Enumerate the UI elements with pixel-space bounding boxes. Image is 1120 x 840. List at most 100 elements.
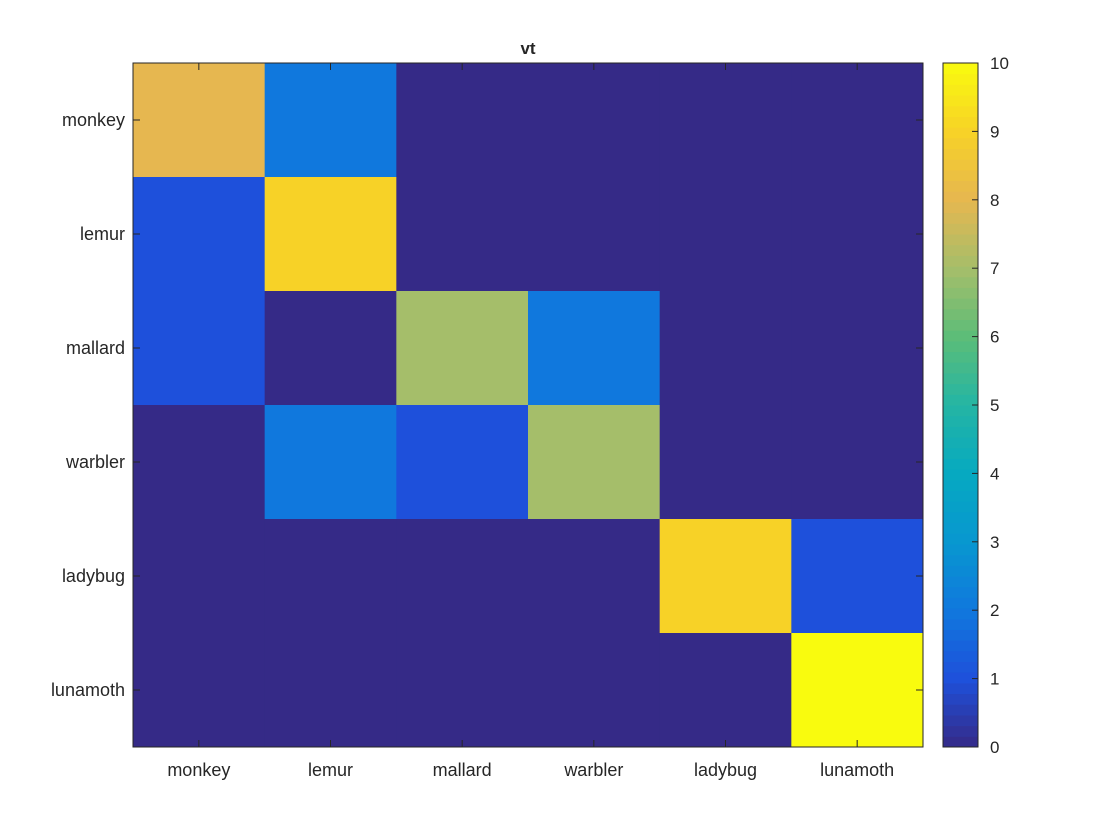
x-tick-label-ladybug: ladybug — [694, 760, 757, 780]
colorbar-band — [943, 223, 978, 235]
colorbar-tick-label-6: 6 — [990, 328, 999, 347]
heatmap-cell-mallard-monkey — [133, 291, 266, 406]
colorbar-band — [943, 565, 978, 577]
heatmap-cell-lemur-lunamoth — [791, 177, 924, 292]
colorbar-band — [943, 479, 978, 491]
colorbar-tick-label-5: 5 — [990, 396, 999, 415]
heatmap-cell-mallard-warbler — [528, 291, 661, 406]
colorbar-band — [943, 693, 978, 705]
colorbar-tick-label-7: 7 — [990, 259, 999, 278]
colorbar-band — [943, 458, 978, 470]
colorbar-band — [943, 137, 978, 149]
colorbar-band — [943, 640, 978, 652]
y-tick-label-lemur: lemur — [80, 224, 125, 244]
colorbar-band — [943, 127, 978, 139]
colorbar-band — [943, 201, 978, 214]
colorbar-tick-label-2: 2 — [990, 601, 999, 620]
y-tick-labels: monkey lemur mallard warbler ladybug lunamoth — [51, 110, 125, 700]
heatmap-cell-lunamoth-warbler — [528, 633, 661, 748]
heatmap-cell-lunamoth-mallard — [396, 633, 529, 748]
heatmap-cell-warbler-warbler — [528, 405, 661, 520]
colorbar-band — [943, 415, 978, 427]
colorbar-band — [943, 244, 978, 256]
colorbar-band — [943, 148, 978, 160]
colorbar-band — [943, 469, 978, 481]
y-tick-label-monkey: monkey — [62, 110, 125, 130]
colorbar — [943, 63, 978, 748]
heatmap-cell-warbler-mallard — [396, 405, 529, 520]
x-tick-label-lunamoth: lunamoth — [820, 760, 894, 780]
colorbar-band — [943, 340, 978, 353]
colorbar-band — [943, 159, 978, 171]
colorbar-band — [943, 522, 978, 534]
colorbar-band — [943, 330, 978, 342]
colorbar-band — [943, 212, 978, 224]
heatmap-cell-monkey-lemur — [264, 63, 397, 178]
heatmap-cell-warbler-monkey — [133, 405, 266, 520]
colorbar-band — [943, 554, 978, 566]
colorbar-band — [943, 661, 978, 673]
colorbar-band — [943, 437, 978, 449]
colorbar-band — [943, 105, 978, 117]
heatmap-cell-monkey-ladybug — [659, 63, 792, 178]
colorbar-band — [943, 383, 978, 395]
colorbar-band — [943, 576, 978, 588]
axes-ticks — [133, 63, 923, 747]
colorbar-band — [943, 511, 978, 524]
colorbar-band — [943, 586, 978, 598]
heatmap-cell-ladybug-ladybug — [659, 519, 792, 634]
colorbar-band — [943, 169, 978, 182]
heatmap-cell-ladybug-lemur — [264, 519, 397, 634]
colorbar-band — [943, 501, 978, 513]
colorbar-tick-label-3: 3 — [990, 533, 999, 552]
colorbar-band — [943, 191, 978, 203]
colorbar-band — [943, 95, 978, 107]
heatmap-cell-monkey-monkey — [133, 63, 266, 178]
colorbar-band — [943, 608, 978, 620]
heatmap-cell-monkey-lunamoth — [791, 63, 924, 178]
heatmap-cell-warbler-lunamoth — [791, 405, 924, 520]
x-tick-label-lemur: lemur — [308, 760, 353, 780]
x-tick-labels: monkey lemur mallard warbler ladybug lunamoth — [167, 760, 894, 780]
colorbar-band — [943, 308, 978, 320]
heatmap-cell-mallard-lemur — [264, 291, 397, 406]
colorbar-band — [943, 725, 978, 737]
colorbar-band — [943, 362, 978, 374]
colorbar-band — [943, 394, 978, 406]
colorbar-tick-label-4: 4 — [990, 464, 999, 483]
heatmap-cell-lemur-mallard — [396, 177, 529, 292]
colorbar-band — [943, 672, 978, 684]
colorbar-band — [943, 116, 978, 128]
heatmap-cell-mallard-ladybug — [659, 291, 792, 406]
colorbar-band — [943, 84, 978, 96]
colorbar-band — [943, 682, 978, 695]
heatmap-cell-monkey-mallard — [396, 63, 529, 178]
colorbar-band — [943, 618, 978, 630]
heatmap-cell-monkey-warbler — [528, 63, 661, 178]
heatmap-cell-ladybug-warbler — [528, 519, 661, 634]
colorbar-tick-label-9: 9 — [990, 122, 999, 141]
colorbar-band — [943, 73, 978, 85]
colorbar-band — [943, 650, 978, 662]
y-tick-label-ladybug: ladybug — [62, 566, 125, 586]
heatmap-cell-mallard-lunamoth — [791, 291, 924, 406]
heatmap-cell-ladybug-mallard — [396, 519, 529, 634]
x-tick-label-monkey: monkey — [167, 760, 230, 780]
colorbar-band — [943, 287, 978, 299]
colorbar-band — [943, 704, 978, 716]
heatmap-cell-lunamoth-lunamoth — [791, 633, 924, 748]
heatmap-cell-warbler-ladybug — [659, 405, 792, 520]
colorbar-tick-label-1: 1 — [990, 670, 999, 689]
colorbar-band — [943, 533, 978, 545]
colorbar-band — [943, 372, 978, 385]
x-tick-label-warbler: warbler — [563, 760, 623, 780]
colorbar-band — [943, 255, 978, 267]
y-tick-label-warbler: warbler — [65, 452, 125, 472]
colorbar-band — [943, 629, 978, 641]
colorbar-band — [943, 447, 978, 459]
colorbar-band — [943, 234, 978, 246]
colorbar-tick-label-10: 10 — [990, 54, 1009, 73]
y-tick-label-lunamoth: lunamoth — [51, 680, 125, 700]
heatmap-cell-lemur-lemur — [264, 177, 397, 292]
